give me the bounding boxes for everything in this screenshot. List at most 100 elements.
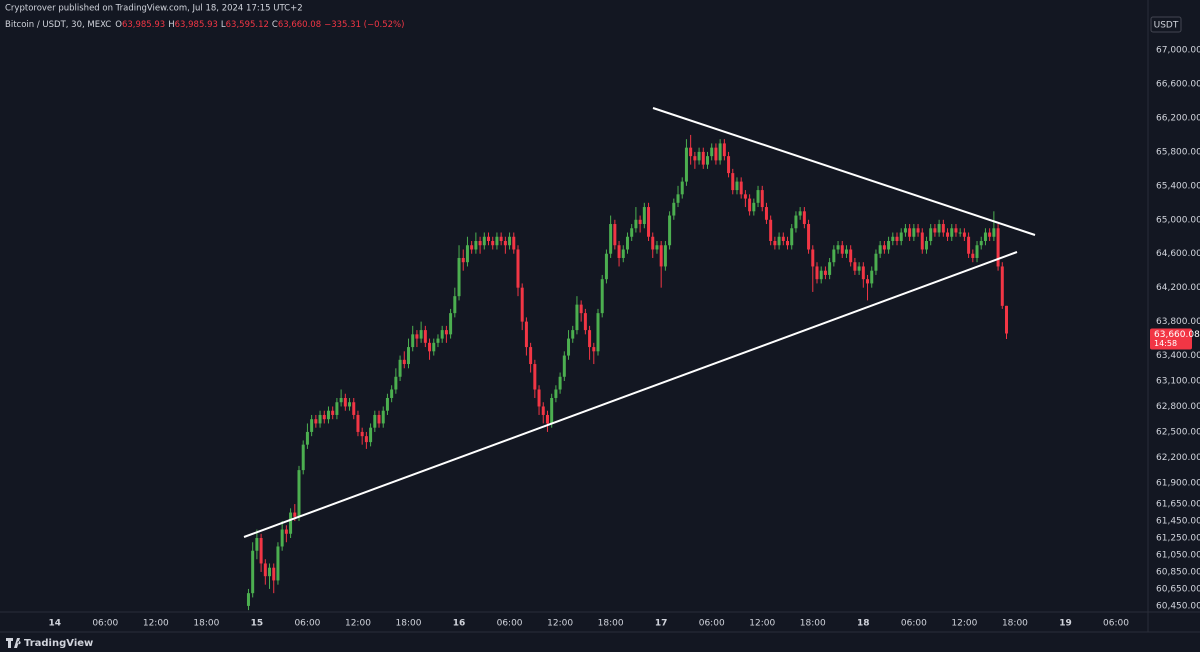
plot-area xyxy=(246,134,1009,611)
ohlc-label: O xyxy=(115,20,122,30)
x-tick-label: 06:00 xyxy=(294,619,320,629)
candle-body xyxy=(428,342,432,352)
candle-body xyxy=(541,406,545,415)
y-tick-label: 63,800.00 xyxy=(1156,317,1200,327)
candle-body xyxy=(503,240,507,246)
currency-box xyxy=(1150,16,1182,33)
candle-body xyxy=(1000,266,1004,306)
candle-body xyxy=(592,347,596,352)
candle-body xyxy=(495,236,499,246)
x-tick-label: 12:00 xyxy=(547,619,573,629)
candle-body xyxy=(929,228,933,241)
candle-body xyxy=(642,207,646,225)
candle-body xyxy=(449,313,453,335)
y-tick-label: 62,800.00 xyxy=(1156,402,1200,412)
candle-body xyxy=(369,427,373,443)
candle-body xyxy=(638,219,642,225)
candle-body xyxy=(352,402,356,415)
y-tick-label: 60,450.00 xyxy=(1156,601,1200,611)
candle-body xyxy=(604,253,608,280)
candle-body xyxy=(343,397,347,407)
candle-body xyxy=(419,330,423,339)
candle-body xyxy=(718,143,722,161)
candle-body xyxy=(487,236,491,241)
candle-body xyxy=(895,236,899,241)
candle-body xyxy=(836,245,840,250)
candle-body xyxy=(794,215,798,229)
candle-body xyxy=(545,414,549,424)
candle-body xyxy=(579,304,583,314)
candle-body xyxy=(844,249,848,254)
candle-body xyxy=(630,228,634,237)
x-tick-label: 15 xyxy=(251,619,264,629)
candle-body xyxy=(461,257,465,263)
candle-body xyxy=(567,338,571,356)
candle-body xyxy=(743,194,747,199)
candle-body xyxy=(246,593,250,606)
candle-body xyxy=(621,249,625,258)
candle-body xyxy=(693,156,697,161)
y-tick-label: 63,100.00 xyxy=(1156,377,1200,387)
candle-body xyxy=(967,236,971,254)
candle-body xyxy=(663,245,667,267)
x-tick-label: 06:00 xyxy=(901,619,927,629)
candle-body xyxy=(887,240,891,250)
candle-body xyxy=(941,224,945,233)
x-tick-label: 18:00 xyxy=(598,619,624,629)
candle-body xyxy=(280,529,284,547)
candle-body xyxy=(983,232,987,241)
candle-body xyxy=(861,266,865,280)
candle-body xyxy=(764,207,768,220)
candle-body xyxy=(748,198,752,212)
x-tick-label: 06:00 xyxy=(92,619,118,629)
candle-body xyxy=(470,245,474,250)
candle-body xyxy=(554,389,558,398)
candle-body xyxy=(840,245,844,254)
candle-body xyxy=(676,194,680,203)
candle-body xyxy=(722,143,726,157)
ohlc-value: 63,985.93 xyxy=(175,20,218,30)
candle-body xyxy=(293,512,297,517)
candle-body xyxy=(360,431,364,437)
candle-body xyxy=(457,257,461,297)
y-tick-label: 61,250.00 xyxy=(1156,534,1200,544)
candle-body xyxy=(992,228,996,237)
candle-body xyxy=(727,156,731,174)
x-tick-label: 18:00 xyxy=(396,619,422,629)
candle-body xyxy=(465,245,469,263)
candle-body xyxy=(853,262,857,271)
candle-body xyxy=(866,279,870,284)
y-tick-label: 65,800.00 xyxy=(1156,147,1200,157)
candle-body xyxy=(508,236,512,246)
candle-body xyxy=(377,414,381,424)
candle-body xyxy=(882,245,886,250)
candle-body xyxy=(908,228,912,237)
candle-body xyxy=(815,266,819,280)
candle-body xyxy=(832,249,836,263)
candle-body xyxy=(760,190,764,208)
x-tick-label: 12:00 xyxy=(749,619,775,629)
x-tick-label: 06:00 xyxy=(497,619,523,629)
candle-body xyxy=(912,228,916,237)
x-tick-label: 12:00 xyxy=(951,619,977,629)
candle-body xyxy=(432,342,436,352)
candle-body xyxy=(689,147,693,157)
ohlc-value: 63,595.12 xyxy=(226,20,269,30)
ohlc-label: H xyxy=(168,20,174,30)
candle-body xyxy=(444,330,448,335)
y-tick-label: 61,450.00 xyxy=(1156,517,1200,527)
candle-body xyxy=(950,228,954,237)
x-tick-label: 18:00 xyxy=(193,619,219,629)
candle-body xyxy=(453,296,457,314)
candle-body xyxy=(769,219,773,241)
candle-body xyxy=(331,410,335,415)
candle-body xyxy=(773,240,777,246)
candle-body xyxy=(786,240,790,246)
candle-body xyxy=(251,550,255,594)
y-tick-label: 60,850.00 xyxy=(1156,567,1200,577)
candle-body xyxy=(272,567,276,581)
candle-body xyxy=(415,334,419,339)
candle-body xyxy=(411,334,415,348)
candle-body xyxy=(874,253,878,271)
candle-body xyxy=(705,156,709,165)
